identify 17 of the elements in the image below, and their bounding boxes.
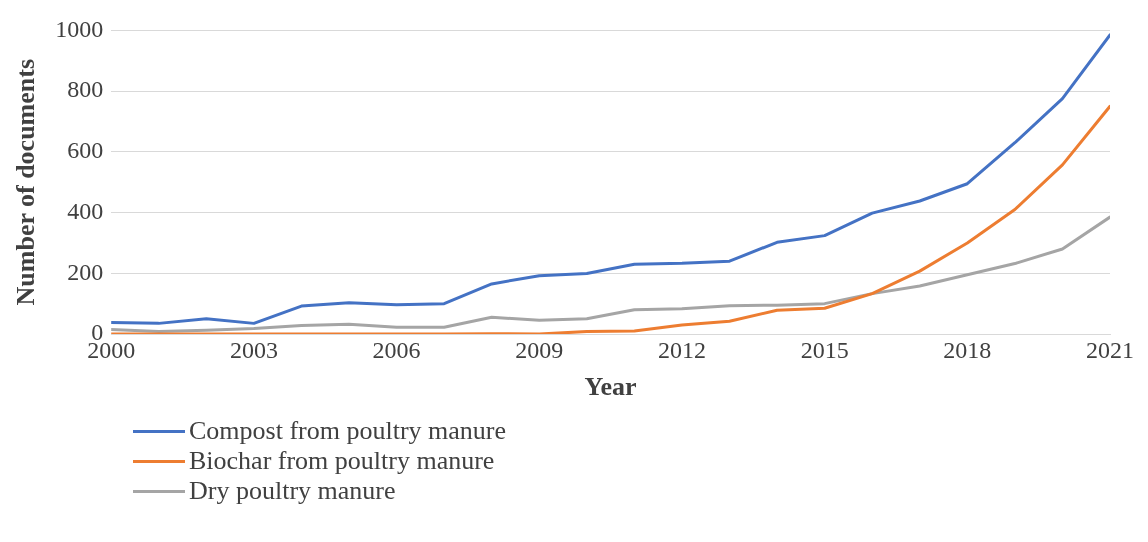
legend-label: Compost from poultry manure <box>189 416 507 446</box>
y-tick-label: 200 <box>67 258 104 285</box>
x-tick-label: 2018 <box>943 336 992 363</box>
y-tick-label: 1000 <box>55 15 104 42</box>
x-tick-label: 2015 <box>800 336 849 363</box>
x-tick-label: 2021 <box>1086 336 1134 363</box>
legend-label: Biochar from poultry manure <box>189 446 495 476</box>
x-tick-label: 2003 <box>229 336 278 363</box>
y-axis-title: Number of documents <box>11 58 41 306</box>
x-tick-label: 2006 <box>372 336 421 363</box>
x-tick-label: 2009 <box>515 336 564 363</box>
legend-label: Dry poultry manure <box>189 476 396 506</box>
x-tick-label: 2012 <box>657 336 706 363</box>
x-axis-title: Year <box>584 372 637 402</box>
y-tick-label: 400 <box>67 197 104 224</box>
y-tick-label: 800 <box>67 76 104 103</box>
y-tick-label: 600 <box>67 137 104 164</box>
